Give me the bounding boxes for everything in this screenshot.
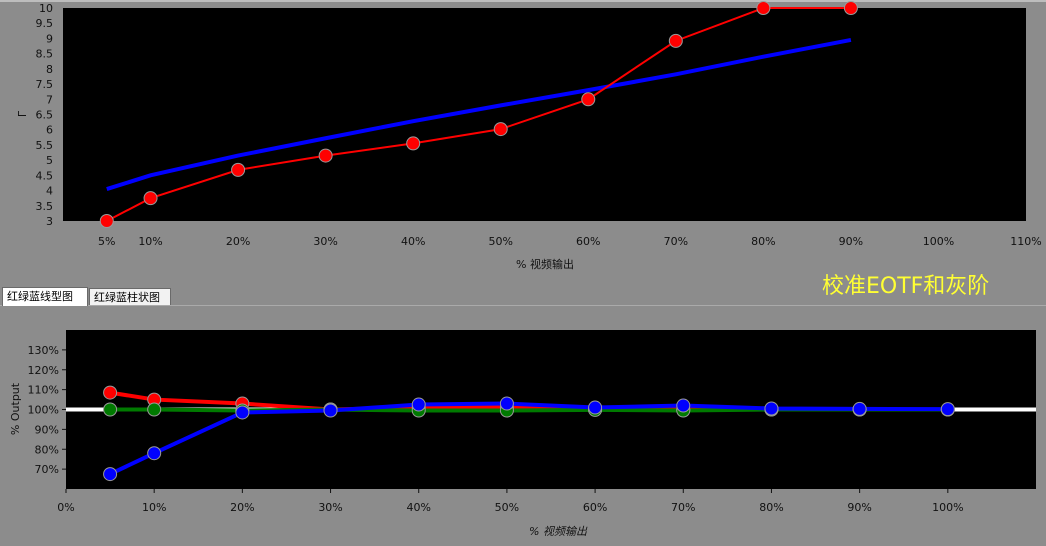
gamma-y-axis-label: Γ — [16, 110, 29, 117]
gamma-series — [99, 1, 858, 228]
rgb-y-tick-label: 90% — [35, 423, 59, 436]
tab-rgb-line-chart[interactable]: 红绿蓝线型图 — [2, 287, 88, 306]
gamma-y-tick-label: 8 — [46, 63, 53, 76]
gamma-x-tick-label: 5% — [98, 235, 115, 248]
rgb-x-tick-label: 30% — [318, 501, 342, 514]
rgb-x-tick-label: 40% — [407, 501, 431, 514]
rgb-x-tick-label: 70% — [671, 501, 695, 514]
gamma-x-tick-label: 80% — [751, 235, 775, 248]
blue-channel-point — [323, 403, 338, 418]
blue-channel-point — [411, 397, 426, 412]
gamma-measured-point — [143, 191, 158, 206]
gamma-y-tick-label: 6 — [46, 124, 53, 137]
gamma-x-tick-label: 90% — [839, 235, 863, 248]
gamma-y-tick-label: 7 — [46, 93, 53, 106]
rgb-x-tick-label: 100% — [932, 501, 963, 514]
tab-panel-divider — [0, 305, 1046, 306]
rgb-y-tick-label: 130% — [28, 344, 59, 357]
green-channel-point — [147, 402, 162, 417]
gamma-x-tick-label: 110% — [1010, 235, 1041, 248]
gamma-measured-point — [231, 162, 246, 177]
gamma-y-tick-label: 4.5 — [36, 169, 54, 182]
gamma-y-tick-label: 3 — [46, 215, 53, 228]
gamma-measured-point — [668, 33, 683, 48]
blue-channel-point — [764, 401, 779, 416]
gamma-chart: 3 3.5 4 4.5 5 5.5 6 6.5 7 7.5 8 8.5 9 9.5 10 5% 10% 20% 3… — [16, 1, 1042, 271]
gamma-measured-point — [318, 148, 333, 163]
gamma-measured-line — [106, 7, 851, 222]
rgb-y-tick-label: 100% — [28, 404, 59, 417]
gamma-target-line — [106, 37, 852, 191]
gamma-x-axis-label: % 视频输出 — [516, 257, 574, 271]
tab-rgb-bar-chart[interactable]: 红绿蓝柱状图 — [89, 288, 171, 305]
rgb-x-tick-label: 60% — [583, 501, 607, 514]
green-channel-point — [103, 402, 118, 417]
gamma-measured-point — [581, 92, 596, 107]
rgb-y-tick-label: 80% — [35, 443, 59, 456]
blue-channel-point — [852, 401, 867, 416]
gamma-y-tick-label: 9 — [46, 32, 53, 45]
red-channel-point — [103, 385, 118, 400]
gamma-x-tick-label: 70% — [664, 235, 688, 248]
blue-channel-point — [676, 398, 691, 413]
gamma-x-tick-label: 30% — [313, 235, 337, 248]
gamma-y-tick-label: 10 — [39, 2, 53, 15]
gamma-y-tick-label: 3.5 — [36, 200, 54, 213]
gamma-y-tick-label: 4 — [46, 185, 53, 198]
gamma-y-tick-label: 5.5 — [36, 139, 54, 152]
gamma-y-tick-label: 6.5 — [36, 109, 54, 122]
rgb-x-ticks: 0% 10% 20% 30% 40% 50% 60% 70% 80% 90% 100% — [57, 489, 964, 514]
rgb-x-tick-label: 50% — [495, 501, 519, 514]
gamma-y-ticks: 3 3.5 4 4.5 5 5.5 6 6.5 7 7.5 8 8.5 9 9.5 10 — [36, 2, 54, 228]
rgb-y-axis-label: % Output — [9, 382, 22, 435]
gamma-y-tick-label: 8.5 — [36, 48, 54, 61]
gamma-measured-point — [99, 214, 114, 228]
gamma-measured-point — [406, 136, 421, 151]
calibration-title: 校准EOTF和灰阶 — [822, 274, 990, 299]
blue-channel-point — [588, 400, 603, 415]
gamma-measured-point — [756, 1, 771, 15]
rgb-x-axis-label: % 视频输出 — [529, 525, 588, 538]
blue-channel-point — [235, 405, 250, 420]
gamma-y-tick-label: 5 — [46, 154, 53, 167]
rgb-x-tick-label: 20% — [230, 501, 254, 514]
gamma-x-ticks: 5% 10% 20% 30% 40% 50% 60% 70% 80% 90% 100% 110% — [98, 235, 1042, 248]
blue-channel-point — [940, 402, 955, 417]
gamma-measured-point — [493, 122, 508, 137]
gamma-x-tick-label: 60% — [576, 235, 600, 248]
rgb-y-tick-label: 120% — [28, 364, 59, 377]
rgb-x-tick-label: 80% — [759, 501, 783, 514]
rgb-y-ticks: 70% 80% 90% 100% 110% 120% 130% — [28, 344, 66, 476]
blue-channel-point — [103, 467, 118, 482]
rgb-x-tick-label: 10% — [142, 501, 166, 514]
rgb-y-tick-label: 110% — [28, 384, 59, 397]
gamma-measured-point — [843, 1, 858, 15]
gamma-x-tick-label: 50% — [489, 235, 513, 248]
gamma-x-tick-label: 10% — [138, 235, 162, 248]
gamma-x-tick-label: 40% — [401, 235, 425, 248]
rgb-x-tick-label: 90% — [847, 501, 871, 514]
gamma-x-tick-label: 100% — [923, 235, 954, 248]
gamma-y-tick-label: 7.5 — [36, 78, 54, 91]
gamma-x-tick-label: 20% — [226, 235, 250, 248]
blue-channel-point — [147, 446, 162, 461]
rgb-series — [103, 385, 955, 482]
rgb-balance-chart: 70% 80% 90% 100% 110% 120% 130% 0% 10% 20% 30% 40%… — [9, 330, 1036, 538]
rgb-x-tick-label: 0% — [57, 501, 74, 514]
rgb-y-tick-label: 70% — [35, 463, 59, 476]
gamma-y-tick-label: 9.5 — [36, 17, 54, 30]
blue-channel-point — [499, 396, 514, 411]
